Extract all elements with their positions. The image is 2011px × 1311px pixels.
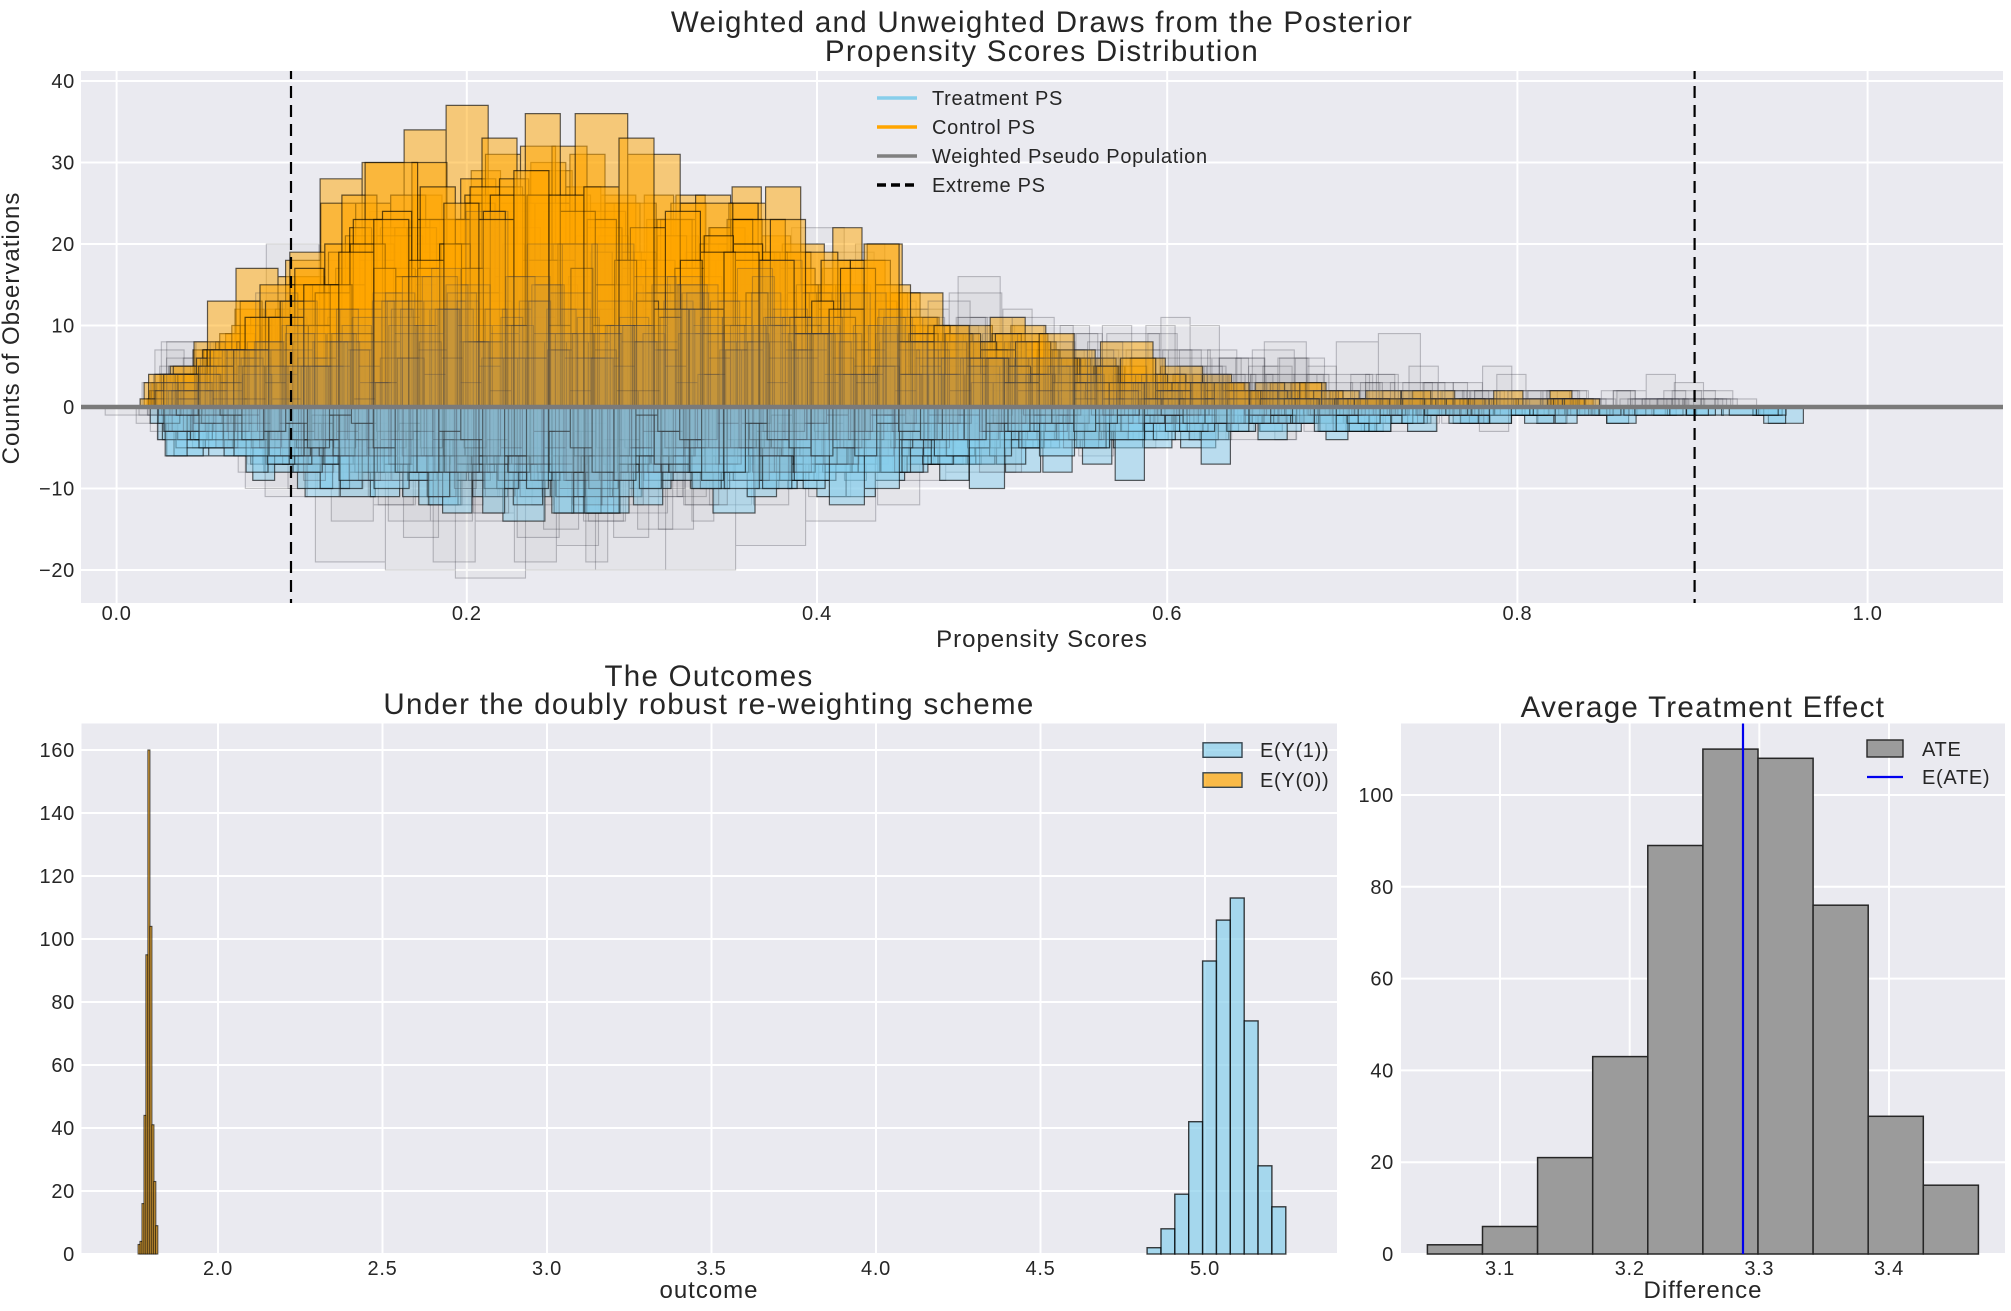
svg-text:5.0: 5.0 bbox=[1190, 1258, 1220, 1280]
svg-text:Propensity Scores Distribution: Propensity Scores Distribution bbox=[825, 35, 1259, 68]
svg-text:10: 10 bbox=[51, 316, 75, 338]
svg-text:0: 0 bbox=[63, 1244, 75, 1266]
svg-text:4.5: 4.5 bbox=[1026, 1258, 1056, 1280]
svg-text:3.1: 3.1 bbox=[1485, 1258, 1515, 1280]
svg-text:E(Y(0)): E(Y(0)) bbox=[1260, 770, 1329, 792]
svg-text:−20: −20 bbox=[39, 560, 75, 582]
svg-text:Treatment PS: Treatment PS bbox=[932, 88, 1063, 110]
svg-text:20: 20 bbox=[1370, 1152, 1394, 1174]
svg-text:2.5: 2.5 bbox=[368, 1258, 398, 1280]
svg-text:Average Treatment Effect: Average Treatment Effect bbox=[1521, 691, 1886, 724]
svg-text:outcome: outcome bbox=[659, 1277, 758, 1304]
svg-text:20: 20 bbox=[51, 234, 75, 256]
svg-text:3.2: 3.2 bbox=[1615, 1258, 1645, 1280]
svg-text:0.8: 0.8 bbox=[1502, 603, 1532, 625]
svg-text:3.4: 3.4 bbox=[1874, 1258, 1904, 1280]
svg-text:0: 0 bbox=[1382, 1244, 1394, 1266]
svg-text:E(ATE): E(ATE) bbox=[1922, 767, 1990, 789]
svg-text:0: 0 bbox=[63, 397, 75, 419]
svg-text:80: 80 bbox=[51, 992, 75, 1014]
svg-text:60: 60 bbox=[1370, 969, 1394, 991]
svg-text:The Outcomes: The Outcomes bbox=[604, 660, 813, 693]
svg-text:30: 30 bbox=[51, 153, 75, 175]
svg-text:60: 60 bbox=[51, 1055, 75, 1077]
svg-text:Propensity Scores: Propensity Scores bbox=[936, 626, 1148, 653]
svg-text:0.4: 0.4 bbox=[802, 603, 832, 625]
svg-text:40: 40 bbox=[1370, 1060, 1394, 1082]
svg-text:2.0: 2.0 bbox=[203, 1258, 233, 1280]
svg-text:3.3: 3.3 bbox=[1744, 1258, 1774, 1280]
svg-text:3.0: 3.0 bbox=[532, 1258, 562, 1280]
svg-text:3.5: 3.5 bbox=[697, 1258, 727, 1280]
svg-text:0.0: 0.0 bbox=[102, 603, 132, 625]
svg-text:4.0: 4.0 bbox=[861, 1258, 891, 1280]
svg-text:20: 20 bbox=[51, 1181, 75, 1203]
svg-text:120: 120 bbox=[40, 866, 75, 888]
svg-text:Control PS: Control PS bbox=[932, 117, 1036, 139]
svg-text:100: 100 bbox=[40, 929, 75, 951]
svg-text:160: 160 bbox=[40, 740, 75, 762]
svg-text:Under the doubly robust re-wei: Under the doubly robust re-weighting sch… bbox=[383, 688, 1034, 721]
svg-text:1.0: 1.0 bbox=[1853, 603, 1883, 625]
svg-text:140: 140 bbox=[40, 803, 75, 825]
svg-text:Weighted and Unweighted Draws: Weighted and Unweighted Draws from the P… bbox=[671, 6, 1413, 39]
svg-text:40: 40 bbox=[51, 1118, 75, 1140]
svg-text:Difference: Difference bbox=[1644, 1277, 1763, 1304]
svg-text:100: 100 bbox=[1359, 785, 1394, 807]
svg-text:0.2: 0.2 bbox=[452, 603, 482, 625]
svg-text:−10: −10 bbox=[39, 479, 75, 501]
svg-text:E(Y(1)): E(Y(1)) bbox=[1260, 740, 1329, 762]
svg-text:40: 40 bbox=[51, 71, 75, 93]
svg-text:80: 80 bbox=[1370, 877, 1394, 899]
svg-text:0.6: 0.6 bbox=[1152, 603, 1182, 625]
svg-text:Weighted Pseudo Population: Weighted Pseudo Population bbox=[932, 146, 1208, 168]
svg-text:ATE: ATE bbox=[1922, 739, 1962, 761]
svg-text:Counts of Observations: Counts of Observations bbox=[0, 192, 25, 465]
svg-text:Extreme PS: Extreme PS bbox=[932, 175, 1046, 197]
